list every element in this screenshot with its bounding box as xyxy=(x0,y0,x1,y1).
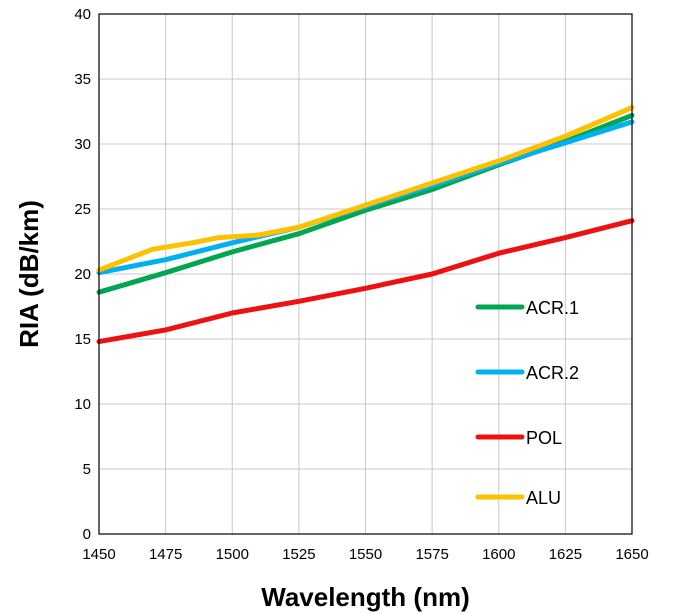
y-tick-label: 30 xyxy=(74,136,91,153)
y-tick-label: 5 xyxy=(83,461,91,478)
y-tick-label: 35 xyxy=(74,71,91,88)
x-tick-label: 1575 xyxy=(415,546,448,563)
tick-labels: 1450 1475 1500 1525 1550 1575 1600 1625 16500510… xyxy=(74,6,648,563)
grid xyxy=(98,13,633,535)
x-tick-label: 1525 xyxy=(282,546,315,563)
series-layer xyxy=(96,105,635,345)
y-tick-label: 40 xyxy=(74,6,91,23)
x-tick-label: 1600 xyxy=(482,546,515,563)
x-tick-label: 1625 xyxy=(549,546,582,563)
series-line-alu xyxy=(96,105,635,273)
x-tick-label: 1500 xyxy=(216,546,249,563)
legend: ACR.1 ACR.2 POL ALU xyxy=(475,298,579,508)
legend-label-pol: POL xyxy=(526,428,562,448)
y-tick-label: 15 xyxy=(74,331,91,348)
legend-label-alu: ALU xyxy=(526,488,561,508)
y-tick-label: 0 xyxy=(83,526,91,543)
y-tick-label: 20 xyxy=(74,266,91,283)
y-tick-label: 10 xyxy=(74,396,91,413)
x-tick-label: 1475 xyxy=(149,546,182,563)
series-line-pol xyxy=(96,218,635,345)
x-tick-label: 1550 xyxy=(349,546,382,563)
legend-label-acr-2: ACR.2 xyxy=(526,363,579,383)
plot-frame xyxy=(98,13,633,535)
y-tick-label: 25 xyxy=(74,201,91,218)
legend-label-acr-1: ACR.1 xyxy=(526,298,579,318)
x-axis-title: Wavelength (nm) xyxy=(261,582,469,612)
y-axis-title: RIA (dB/km) xyxy=(14,200,44,348)
x-tick-label: 1450 xyxy=(82,546,115,563)
x-tick-label: 1650 xyxy=(615,546,648,563)
